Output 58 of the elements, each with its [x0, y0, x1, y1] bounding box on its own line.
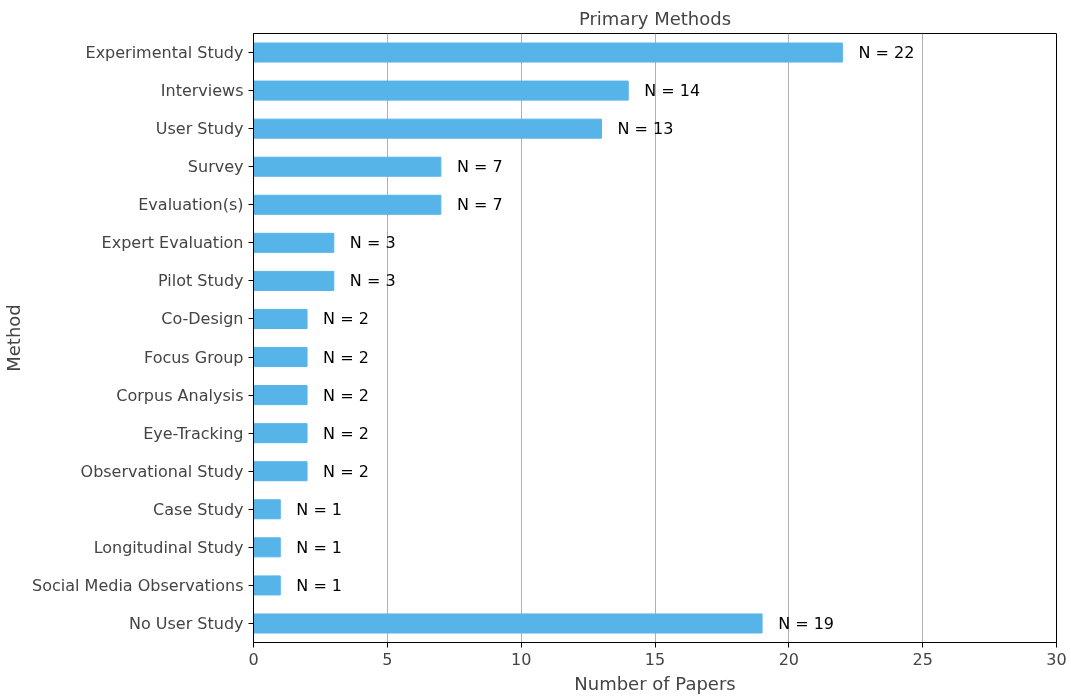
data-label: N = 2: [323, 347, 369, 367]
x-tick-label: 25: [912, 649, 933, 669]
bar: [253, 156, 442, 177]
data-label: N = 22: [858, 43, 915, 63]
bar: [253, 537, 281, 558]
bar: [253, 194, 442, 215]
data-label: N = 7: [456, 157, 503, 177]
y-tick-label: User Study: [155, 119, 244, 139]
data-label: N = 13: [617, 119, 674, 139]
data-label: N = 2: [323, 309, 369, 329]
y-tick-label: Longitudinal Study: [93, 537, 244, 557]
y-tick-label: Co-Design: [161, 309, 244, 329]
data-label: N = 19: [778, 613, 835, 633]
bar: [253, 347, 308, 368]
y-tick-label: Expert Evaluation: [101, 233, 244, 253]
data-label: N = 3: [349, 233, 396, 253]
bar: [253, 270, 335, 291]
y-tick-label: Eye-Tracking: [143, 423, 244, 443]
bar: [253, 461, 308, 482]
data-label: N = 7: [456, 195, 503, 215]
bar: [253, 385, 308, 406]
y-tick-label: Experimental Study: [85, 43, 244, 63]
data-label: N = 14: [644, 81, 701, 101]
x-tick-label: 30: [1046, 649, 1067, 669]
data-label: N = 2: [323, 461, 369, 481]
data-label: N = 1: [296, 499, 343, 519]
y-axis-title: Method: [3, 304, 25, 372]
data-label: N = 1: [296, 575, 343, 595]
chart-title: Primary Methods: [578, 7, 732, 29]
y-tick-label: Social Media Observations: [32, 575, 244, 595]
bar: [253, 499, 281, 520]
bar: [253, 575, 281, 596]
y-tick-label: Evaluation(s): [138, 195, 244, 215]
y-tick-label: Interviews: [160, 81, 244, 101]
data-label: N = 3: [349, 271, 396, 291]
y-tick-label: Case Study: [153, 499, 244, 519]
bar: [253, 118, 602, 139]
y-tick-label: Pilot Study: [157, 271, 244, 291]
y-tick-label: Corpus Analysis: [116, 385, 244, 405]
x-tick-label: 5: [382, 649, 393, 669]
y-tick-label: No User Study: [128, 613, 244, 633]
bar: [253, 232, 335, 253]
bar: [253, 42, 843, 63]
y-tick-label: Survey: [187, 157, 244, 177]
y-tick-label: Observational Study: [80, 461, 244, 481]
x-tick-label: 10: [510, 649, 532, 669]
bar: [253, 308, 308, 329]
x-axis-title: Number of Papers: [574, 672, 736, 694]
bar: [253, 80, 629, 101]
data-label: N = 2: [323, 423, 369, 443]
data-label: N = 1: [296, 537, 343, 557]
data-label: N = 2: [323, 385, 369, 405]
bar: [253, 423, 308, 444]
bar: [253, 613, 763, 634]
y-tick-label: Focus Group: [144, 347, 244, 367]
x-tick-label: 0: [248, 649, 259, 669]
x-tick-label: 15: [644, 649, 666, 669]
x-tick-label: 20: [778, 649, 800, 669]
